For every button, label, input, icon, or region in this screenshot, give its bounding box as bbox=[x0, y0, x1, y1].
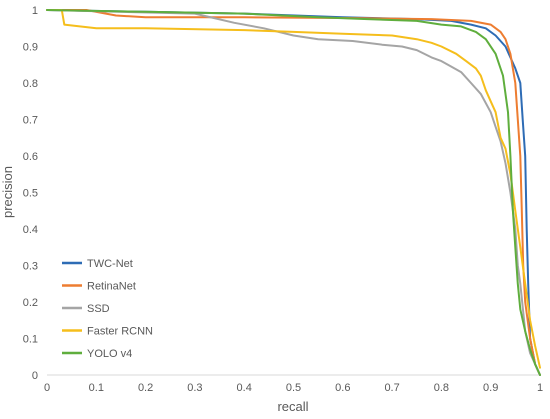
y-tick-label: 0.8 bbox=[23, 78, 38, 90]
y-tick-label: 0.4 bbox=[23, 224, 38, 236]
legend: TWC-Net RetinaNet SSD Faster RCNN YOLO v4 bbox=[62, 258, 153, 360]
y-axis-title: precision bbox=[0, 166, 15, 218]
legend-label-faster-rcnn: Faster RCNN bbox=[87, 326, 153, 338]
series-line-retinanet bbox=[46, 9, 541, 376]
legend-label-twc-net: TWC-Net bbox=[87, 258, 133, 270]
x-tick-label: 0.8 bbox=[434, 382, 449, 394]
x-ticks: 0 0.1 0.2 0.3 0.4 0.5 0.6 0.7 0.8 0.9 1 bbox=[44, 382, 543, 394]
y-tick-label: 0.9 bbox=[23, 42, 38, 54]
x-tick-label: 0.7 bbox=[384, 382, 399, 394]
x-tick-label: 0.1 bbox=[89, 382, 104, 394]
x-tick-label: 0.3 bbox=[187, 382, 202, 394]
x-tick-label: 0.4 bbox=[237, 382, 252, 394]
x-tick-label: 1 bbox=[537, 382, 543, 394]
x-tick-label: 0 bbox=[44, 382, 50, 394]
y-tick-label: 0.3 bbox=[23, 261, 38, 273]
y-tick-label: 0.2 bbox=[23, 297, 38, 309]
y-tick-label: 1 bbox=[32, 5, 38, 17]
y-tick-label: 0 bbox=[32, 370, 38, 382]
legend-label-ssd: SSD bbox=[87, 303, 110, 315]
series bbox=[46, 9, 541, 376]
y-tick-label: 0.1 bbox=[23, 334, 38, 346]
x-tick-label: 0.6 bbox=[335, 382, 350, 394]
y-tick-label: 0.7 bbox=[23, 115, 38, 127]
series-line-faster-rcnn bbox=[46, 9, 541, 369]
y-ticks: 0 0.1 0.2 0.3 0.4 0.5 0.6 0.7 0.8 0.9 1 bbox=[23, 5, 38, 382]
y-tick-label: 0.5 bbox=[23, 188, 38, 200]
legend-label-yolo-v4: YOLO v4 bbox=[87, 348, 132, 360]
legend-label-retinanet: RetinaNet bbox=[87, 281, 136, 293]
y-tick-label: 0.6 bbox=[23, 151, 38, 163]
series-line-ssd bbox=[46, 9, 541, 376]
series-line-yolo-v4 bbox=[46, 9, 541, 376]
x-tick-label: 0.5 bbox=[286, 382, 301, 394]
x-axis-title: recall bbox=[277, 399, 308, 414]
x-tick-label: 0.9 bbox=[483, 382, 498, 394]
series-line-twc-net bbox=[46, 9, 541, 376]
x-tick-label: 0.2 bbox=[138, 382, 153, 394]
